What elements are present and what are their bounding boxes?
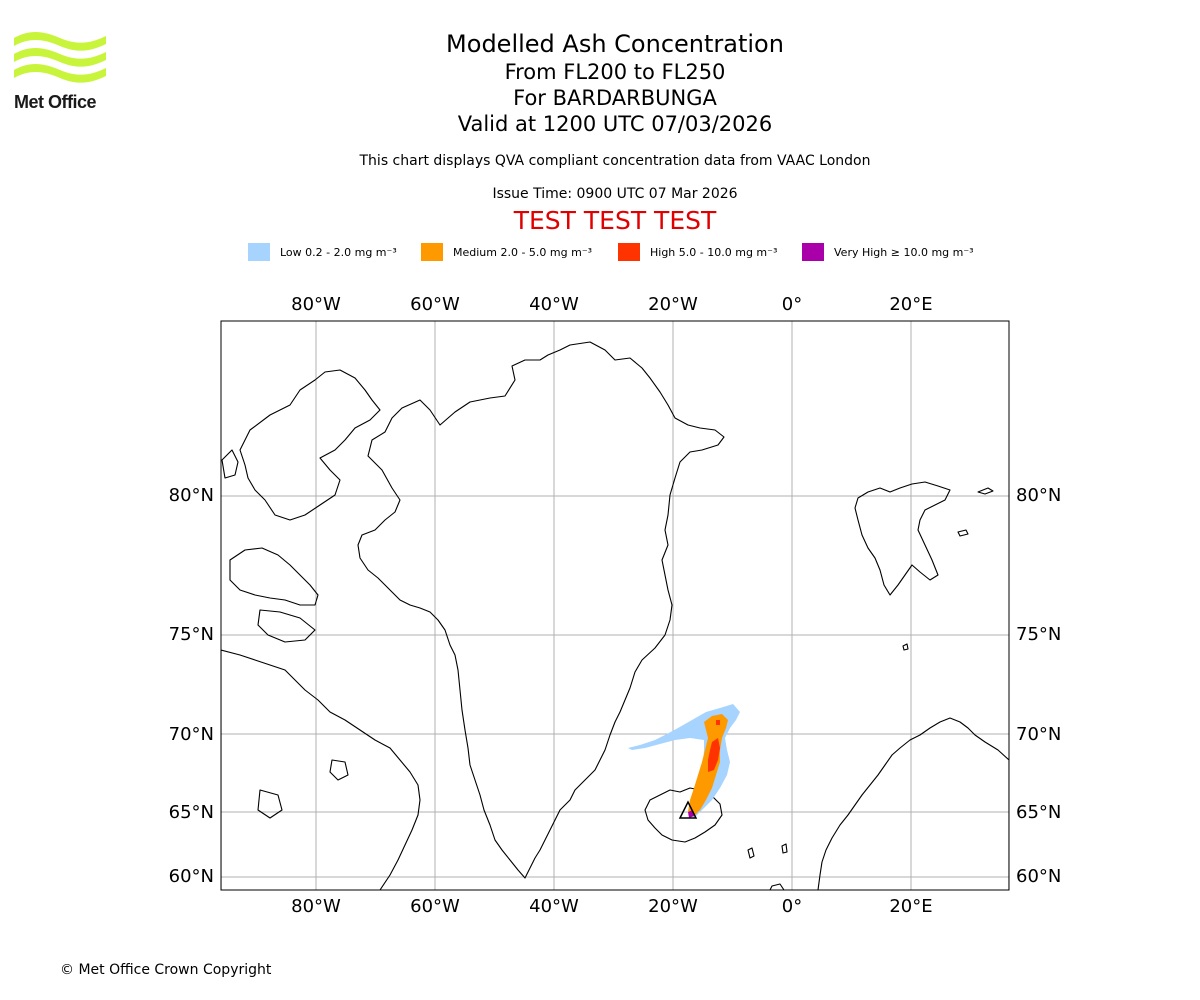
lon-label-top: 0° — [782, 294, 802, 315]
legend-label-high: High 5.0 - 10.0 mg m⁻³ — [650, 245, 778, 259]
lon-label-bottom: 20°W — [648, 896, 698, 917]
lon-label-top: 20°E — [889, 294, 932, 315]
faroe-islands — [747, 847, 755, 859]
legend-label-very-high: Very High ≥ 10.0 mg m⁻³ — [834, 245, 974, 259]
lon-label-top: 40°W — [529, 294, 579, 315]
lat-label-right: 75°N — [1016, 624, 1061, 645]
baffin-coast — [221, 649, 421, 890]
legend-swatch-low — [248, 243, 270, 261]
volcano-marker — [678, 800, 698, 819]
lat-label-left: 75°N — [169, 624, 214, 645]
map-frame — [220, 320, 1010, 891]
lon-label-top: 60°W — [410, 294, 460, 315]
lon-label-bottom: 20°E — [889, 896, 932, 917]
lat-label-left: 70°N — [169, 724, 214, 745]
legend-item-high: High 5.0 - 10.0 mg m⁻³ — [618, 243, 777, 261]
legend-item-low: Low 0.2 - 2.0 mg m⁻³ — [248, 243, 397, 261]
svalbard-small-1 — [977, 487, 994, 495]
ash-cloud — [628, 704, 740, 819]
ash-high-zone — [708, 738, 720, 772]
longitude-labels-top: 80°W 60°W 40°W 20°W 0° 20°E — [291, 294, 932, 315]
latitude-labels-left: 80°N 75°N 70°N 65°N 60°N — [169, 485, 214, 887]
arctic-island-2 — [221, 449, 239, 479]
longitude-labels-bottom: 80°W 60°W 40°W 20°W 0° 20°E — [291, 896, 932, 917]
compliance-note: This chart displays QVA compliant concen… — [359, 153, 871, 169]
lat-label-right: 80°N — [1016, 485, 1061, 506]
scandinavia-coast — [817, 717, 1009, 890]
legend-swatch-medium — [421, 243, 443, 261]
chart-header: Modelled Ash Concentration From FL200 to… — [315, 30, 915, 235]
flight-levels: From FL200 to FL250 — [504, 60, 726, 84]
chart-title: Modelled Ash Concentration — [446, 30, 784, 58]
lon-label-top: 20°W — [648, 294, 698, 315]
lon-label-bottom: 0° — [782, 896, 802, 917]
graticule — [221, 321, 1009, 890]
lat-label-left: 80°N — [169, 485, 214, 506]
lat-label-right: 65°N — [1016, 802, 1061, 823]
svalbard-coast — [854, 481, 951, 596]
devon-coast — [229, 547, 319, 606]
lat-label-left: 65°N — [169, 802, 214, 823]
legend-item-very-high: Very High ≥ 10.0 mg m⁻³ — [802, 243, 974, 261]
lat-label-right: 70°N — [1016, 724, 1061, 745]
copyright-notice: © Met Office Crown Copyright — [60, 962, 272, 978]
legend-label-medium: Medium 2.0 - 5.0 mg m⁻³ — [453, 245, 593, 259]
logo-text: Met Office — [14, 92, 97, 112]
latitude-labels-right: 80°N 75°N 70°N 65°N 60°N — [1016, 485, 1061, 887]
shetland — [781, 843, 788, 854]
greenland-coast — [357, 341, 725, 879]
lon-label-bottom: 60°W — [410, 896, 460, 917]
arctic-island-3 — [329, 759, 349, 781]
legend-swatch-high — [618, 243, 640, 261]
scotland-north — [769, 883, 785, 890]
issue-time: Issue Time: 0900 UTC 07 Mar 2026 — [492, 186, 738, 202]
met-office-wave-icon — [14, 32, 106, 83]
lat-label-left: 60°N — [169, 866, 214, 887]
legend-swatch-very-high — [802, 243, 824, 261]
valid-time: Valid at 1200 UTC 07/03/2026 — [457, 112, 773, 136]
met-office-logo: Met Office — [14, 30, 114, 112]
test-banner: TEST TEST TEST — [513, 206, 717, 235]
arctic-island-4 — [257, 789, 283, 819]
ellesmere-coast — [239, 369, 381, 521]
jan-mayen — [902, 643, 909, 651]
iceland-coast — [644, 787, 723, 843]
lon-label-bottom: 80°W — [291, 896, 341, 917]
ash-high-spot — [716, 720, 720, 725]
legend-label-low: Low 0.2 - 2.0 mg m⁻³ — [280, 245, 397, 259]
svalbard-small-2 — [957, 529, 969, 537]
coastlines — [221, 341, 1009, 890]
lat-label-right: 60°N — [1016, 866, 1061, 887]
lon-label-bottom: 40°W — [529, 896, 579, 917]
legend-item-medium: Medium 2.0 - 5.0 mg m⁻³ — [421, 243, 592, 261]
arctic-island-1 — [257, 609, 316, 643]
lon-label-top: 80°W — [291, 294, 341, 315]
volcano-name: For BARDARBUNGA — [513, 86, 717, 110]
